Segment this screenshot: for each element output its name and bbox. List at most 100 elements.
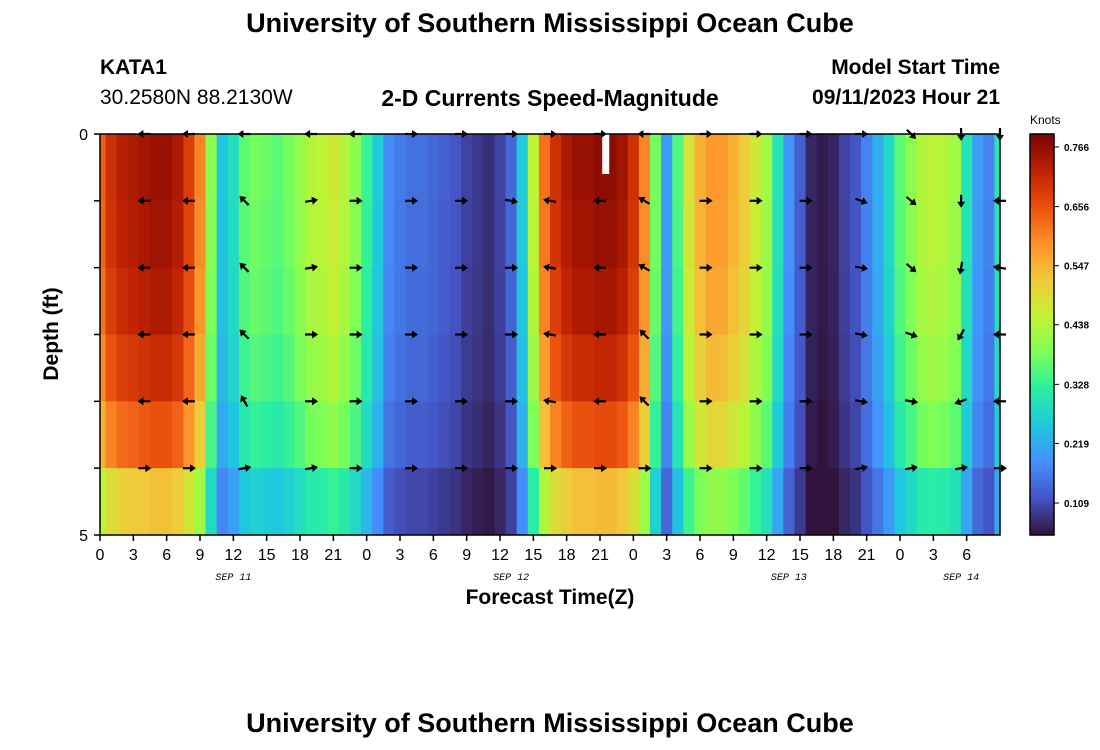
heatmap-cell: [338, 200, 351, 269]
heatmap-cell: [327, 401, 340, 469]
heatmap-cell: [661, 401, 673, 469]
current-arrow: [239, 329, 250, 340]
heatmap-cell: [372, 200, 384, 269]
current-arrow: [349, 263, 363, 272]
heatmap-cell: [805, 200, 818, 269]
heatmap-cell: [138, 468, 151, 536]
heatmap-cell: [961, 200, 973, 269]
heatmap-cell: [105, 468, 118, 536]
x-tick-label: 12: [491, 547, 509, 564]
current-arrow: [349, 397, 363, 406]
heatmap-cell: [238, 468, 251, 536]
station-coordinates: 30.2580N 88.2130W: [100, 86, 293, 109]
x-tick-label: 9: [196, 547, 205, 564]
heatmap-cell: [905, 468, 918, 536]
heatmap-cell: [116, 334, 129, 402]
heatmap-cell: [583, 267, 595, 335]
heatmap-cell: [816, 134, 829, 202]
heatmap-cell: [483, 267, 495, 335]
x-tick-label: 3: [929, 547, 938, 564]
heatmap-cell: [761, 267, 773, 335]
heatmap-cell: [505, 200, 518, 269]
heatmap-cell: [283, 200, 295, 269]
heatmap-cell: [483, 200, 495, 269]
heatmap-cell: [327, 134, 340, 202]
heatmap-cell: [583, 401, 595, 469]
heatmap-cell: [150, 468, 162, 536]
heatmap-cell: [261, 468, 273, 536]
heatmap-cell: [127, 468, 140, 536]
heatmap-cell: [294, 200, 306, 269]
current-arrow: [955, 464, 968, 472]
heatmap-cell: [227, 468, 240, 536]
heatmap-cell: [505, 134, 518, 202]
heatmap-cell: [405, 468, 418, 536]
heatmap-cell: [738, 134, 751, 202]
heatmap-cell: [783, 334, 795, 402]
heatmap-cell: [805, 267, 818, 335]
heatmap-cell: [494, 401, 506, 469]
heatmap-cell: [616, 134, 629, 202]
current-arrow: [505, 263, 519, 272]
heatmap-cell: [427, 134, 440, 202]
heatmap-cell: [472, 468, 484, 536]
heatmap-cell: [661, 334, 673, 402]
heatmap-cell: [316, 401, 329, 469]
heatmap-cell: [772, 200, 784, 269]
heatmap-cell: [850, 401, 862, 469]
heatmap-cell: [294, 468, 306, 536]
heatmap-cell: [227, 267, 240, 335]
heatmap-cell: [950, 334, 962, 402]
heatmap-cell: [727, 334, 740, 402]
heatmap-cell: [527, 200, 540, 269]
heatmap-cell: [205, 267, 218, 335]
current-arrow: [593, 397, 606, 406]
heatmap-cell: [994, 468, 1001, 536]
heatmap-cell: [616, 267, 629, 335]
current-arrow: [181, 397, 195, 406]
station-id: KATA1: [100, 56, 167, 79]
heatmap-cell: [661, 200, 673, 269]
heatmap-cell: [705, 401, 718, 469]
heatmap-cell: [338, 401, 351, 469]
current-arrow: [855, 397, 868, 406]
heatmap-cell: [194, 334, 206, 402]
heatmap-cell: [138, 134, 151, 202]
heatmap-cell: [938, 401, 951, 469]
heatmap-cell: [316, 267, 329, 335]
current-arrow: [137, 330, 151, 339]
heatmap-cell: [194, 468, 206, 536]
heatmap-cell: [761, 401, 773, 469]
heatmap-cell: [283, 334, 295, 402]
heatmap-cell: [127, 334, 140, 402]
heatmap-cell: [494, 200, 506, 269]
heatmap-cell: [861, 401, 873, 469]
heatmap-cell: [705, 334, 718, 402]
heatmap-cell: [216, 200, 229, 269]
heatmap-cell: [650, 200, 662, 269]
heatmap-cell: [672, 401, 684, 469]
heatmap-cell: [538, 200, 551, 269]
current-arrow: [349, 330, 363, 339]
heatmap-cell: [294, 401, 306, 469]
current-arrow: [749, 196, 763, 205]
heatmap-cell: [116, 267, 129, 335]
heatmap-cell: [416, 334, 429, 402]
heatmap-cell: [394, 267, 406, 335]
colorbar-bar: [1029, 133, 1055, 536]
heatmap-cell: [372, 267, 384, 335]
heatmap-cell: [638, 468, 651, 536]
heatmap-cell: [272, 267, 284, 335]
heatmap-cell: [538, 267, 551, 335]
heatmap-cell: [950, 200, 962, 269]
current-arrow: [638, 196, 651, 205]
heatmap-cell: [272, 401, 284, 469]
heatmap-cell: [594, 267, 606, 335]
heatmap-cell: [205, 401, 218, 469]
heatmap-cell: [694, 267, 706, 335]
date-label: SEP 12: [493, 573, 529, 584]
heatmap-cell: [438, 267, 451, 335]
heatmap-cell: [383, 267, 395, 335]
heatmap-cell: [694, 200, 706, 269]
heatmap-cell: [283, 134, 295, 202]
